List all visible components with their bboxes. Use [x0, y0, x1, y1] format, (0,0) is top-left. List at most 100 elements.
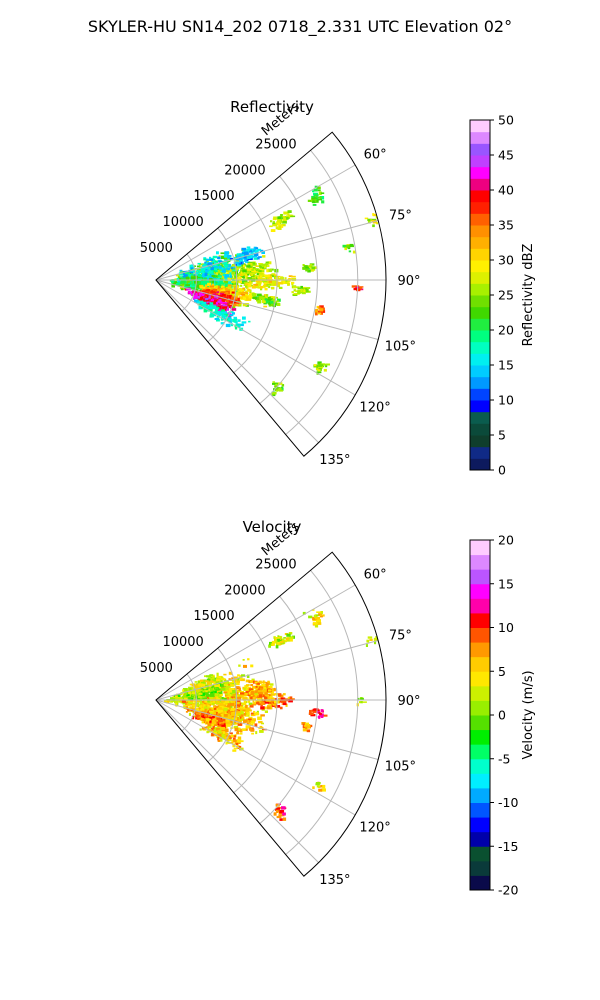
echo-gate — [309, 709, 312, 713]
echo-gate — [210, 267, 214, 271]
echo-gate — [240, 254, 244, 257]
echo-gate — [218, 709, 223, 713]
angle-tick-label: 75° — [389, 209, 412, 224]
echo-gate — [267, 704, 272, 708]
radial-tick-label: 25000 — [255, 557, 296, 572]
colorbar-segment — [470, 201, 490, 214]
echo-gate — [254, 690, 258, 694]
echo-gate — [218, 288, 224, 291]
echo-gate — [218, 255, 221, 258]
echo-gate — [215, 280, 218, 283]
echo-gate — [219, 693, 223, 696]
echo-gate — [252, 718, 256, 721]
echo-gate — [352, 250, 356, 254]
echo-gate — [234, 295, 238, 299]
echo-gate — [206, 715, 211, 717]
echo-gate — [281, 699, 285, 703]
echo-gate — [232, 297, 238, 301]
echo-gate — [225, 693, 229, 695]
echo-gate — [237, 297, 240, 301]
echo-gate — [268, 301, 272, 305]
echo-gate — [235, 722, 239, 725]
echo-gate — [247, 719, 251, 723]
echo-gate — [234, 327, 238, 330]
echo-gate — [215, 724, 220, 727]
echo-gate — [311, 609, 315, 611]
echo-gate — [164, 699, 168, 703]
echo-gate — [287, 210, 292, 213]
colorbar-segment — [470, 583, 490, 599]
echo-gate — [372, 213, 378, 217]
echo-gate — [206, 287, 211, 291]
echo-gate — [282, 221, 287, 224]
echo-gate — [202, 288, 207, 291]
echo-gate — [321, 788, 326, 792]
echo-gate — [318, 364, 324, 367]
echo-gate — [242, 697, 248, 700]
echo-gate — [237, 255, 242, 259]
echo-gate — [255, 731, 258, 735]
echo-gate — [208, 694, 213, 697]
echo-gate — [202, 697, 207, 700]
echo-gate — [245, 694, 250, 697]
echo-gate — [202, 272, 205, 275]
echo-gate — [316, 371, 322, 374]
echo-gate — [214, 268, 218, 271]
echo-gate — [315, 368, 320, 370]
echo-gate — [239, 289, 243, 293]
echo-gate — [213, 731, 217, 734]
echo-gate — [187, 708, 190, 712]
echo-gate — [214, 708, 219, 711]
echo-gate — [302, 611, 306, 615]
echo-gate — [305, 724, 309, 727]
echo-gate — [257, 294, 261, 297]
echo-gate — [267, 296, 271, 299]
echo-gate — [317, 369, 321, 372]
colorbar-segment — [470, 458, 490, 471]
echo-gate — [248, 716, 253, 720]
echo-gate — [253, 283, 259, 286]
echo-gate — [182, 689, 186, 692]
echo-gate — [255, 285, 260, 289]
echo-gate — [218, 295, 223, 298]
echo-gate — [279, 810, 285, 814]
echo-gate — [260, 272, 265, 274]
echo-gate — [246, 257, 251, 259]
echo-gate — [209, 258, 214, 261]
colorbar-segment — [470, 283, 490, 296]
echo-gate — [212, 712, 217, 715]
echo-gate — [278, 700, 281, 702]
angle-tick-label: 105° — [385, 340, 416, 355]
echo-gate — [277, 275, 281, 278]
echo-gate — [270, 693, 275, 696]
echo-gate — [238, 664, 241, 667]
echo-gate — [217, 676, 221, 679]
echo-gate — [260, 264, 266, 267]
echo-gate — [219, 701, 223, 703]
echo-gate — [260, 706, 265, 710]
range-ring-25000 — [285, 149, 359, 435]
echo-gate — [253, 268, 257, 271]
echo-gate — [241, 289, 245, 291]
echo-gate — [226, 316, 232, 320]
echo-gate — [319, 713, 322, 715]
echo-gate — [191, 264, 194, 268]
echo-gate — [275, 226, 280, 230]
echo-gate — [288, 275, 293, 278]
echo-gate — [201, 684, 205, 687]
colorbar-segment — [470, 353, 490, 366]
echo-gate — [297, 287, 301, 290]
echo-gate — [311, 195, 316, 199]
echo-gate — [217, 725, 222, 728]
echo-gate — [260, 701, 266, 705]
echo-gate — [345, 244, 351, 248]
echo-gate — [232, 693, 238, 696]
echo-gate — [209, 687, 213, 692]
echo-gate — [223, 673, 227, 676]
echo-gate — [224, 681, 229, 685]
echo-gate — [320, 611, 323, 614]
echo-gate — [312, 708, 318, 711]
echo-gate — [320, 312, 323, 315]
echo-gate — [208, 287, 212, 291]
echo-gate — [280, 276, 283, 280]
